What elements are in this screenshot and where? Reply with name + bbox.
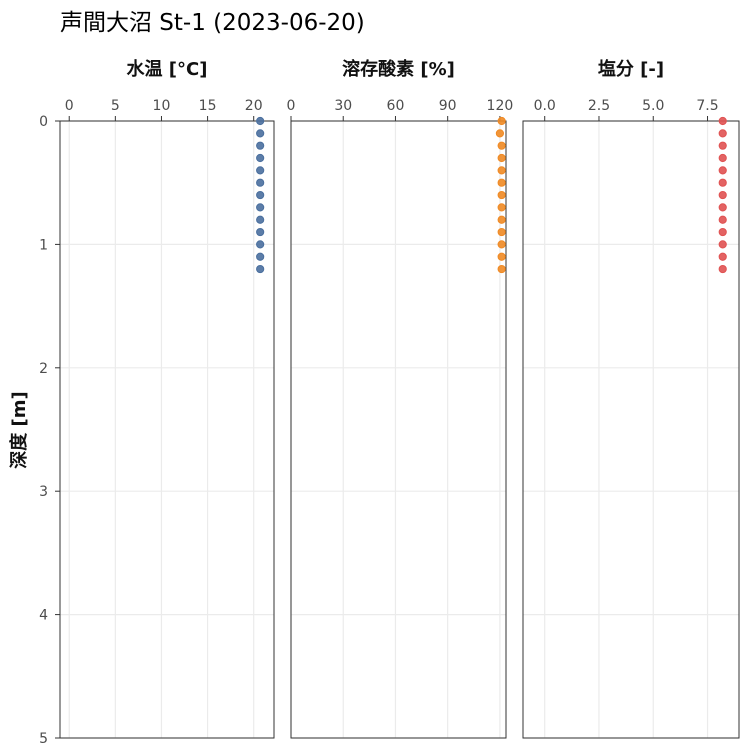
data-point	[497, 227, 506, 237]
x-tick-label: 60	[387, 98, 405, 114]
data-point	[256, 203, 265, 212]
data-point	[718, 178, 727, 187]
chart-title: 声間大沼 St-1 (2023-06-20)	[60, 10, 365, 36]
data-point	[497, 215, 506, 224]
facet-title: 溶存酸素 [%]	[342, 58, 455, 80]
x-tick-label: 90	[439, 98, 457, 114]
data-point	[718, 141, 727, 150]
y-tick-label: 1	[39, 237, 48, 253]
data-point	[718, 252, 727, 261]
data-point	[497, 203, 506, 212]
panel-border	[59, 120, 275, 739]
data-point	[256, 166, 265, 175]
data-point	[256, 215, 265, 224]
data-point	[718, 116, 727, 126]
data-point	[497, 141, 506, 150]
y-axis: 0 1 2 3 4 5	[39, 114, 60, 747]
data-point	[718, 215, 727, 224]
x-tick-label: 0	[287, 98, 296, 114]
data-point	[718, 166, 727, 175]
data-point	[497, 190, 506, 200]
panel-border	[522, 120, 740, 739]
data-point	[256, 116, 265, 126]
x-tick-label: 5.0	[642, 98, 664, 114]
data-point	[497, 153, 506, 163]
panel-background	[523, 121, 739, 738]
data-point	[256, 264, 265, 274]
data-point	[497, 116, 506, 126]
x-tick-label: 120	[487, 98, 514, 114]
y-tick-label: 4	[39, 608, 48, 624]
x-tick-label: 30	[334, 98, 352, 114]
y-axis-title: 深度 [m]	[8, 391, 30, 468]
panel-background	[291, 121, 506, 738]
data-point	[256, 240, 265, 249]
y-tick-label: 5	[39, 731, 48, 747]
data-point	[256, 190, 265, 200]
x-tick-label: 0.0	[534, 98, 556, 114]
x-tick-label: 10	[153, 98, 171, 114]
data-point	[497, 240, 506, 249]
data-point	[256, 153, 265, 163]
x-tick-label: 0	[65, 98, 74, 114]
data-point	[718, 264, 727, 274]
x-tick-label: 20	[245, 98, 263, 114]
facet-panels: 0 5 10 15 20 水温 [°C] 0 30 60 90 120 溶存酸素 [%] 0.0 2.5 5…	[59, 58, 740, 739]
data-point	[495, 129, 505, 138]
data-point	[718, 203, 727, 212]
data-point	[718, 153, 727, 163]
data-point	[256, 178, 265, 187]
data-point	[497, 178, 506, 187]
y-tick-label: 2	[39, 361, 48, 377]
data-point	[497, 252, 506, 261]
data-point	[256, 141, 265, 150]
x-tick-label: 7.5	[696, 98, 718, 114]
panel-border	[290, 120, 507, 739]
y-tick-label: 3	[39, 484, 48, 500]
y-tick-label: 0	[39, 114, 48, 130]
data-point	[497, 166, 506, 175]
facet-panel-2: 0 30 60 90 120 溶存酸素 [%]	[287, 58, 514, 739]
data-point	[718, 129, 727, 138]
x-tick-label: 5	[111, 98, 120, 114]
facet-panel-1: 0 5 10 15 20 水温 [°C]	[59, 58, 275, 739]
data-point	[718, 190, 727, 200]
facet-title: 水温 [°C]	[127, 58, 208, 80]
data-point	[256, 227, 265, 237]
data-point	[718, 227, 727, 237]
data-point	[256, 252, 265, 261]
facet-title: 塩分 [-]	[598, 58, 664, 80]
panel-background	[60, 121, 274, 738]
data-point	[718, 240, 727, 249]
data-point	[497, 264, 506, 274]
facet-panel-3: 0.0 2.5 5.0 7.5 塩分 [-]	[522, 58, 740, 739]
x-tick-label: 2.5	[588, 98, 610, 114]
data-point	[256, 129, 265, 138]
x-tick-label: 15	[199, 98, 217, 114]
